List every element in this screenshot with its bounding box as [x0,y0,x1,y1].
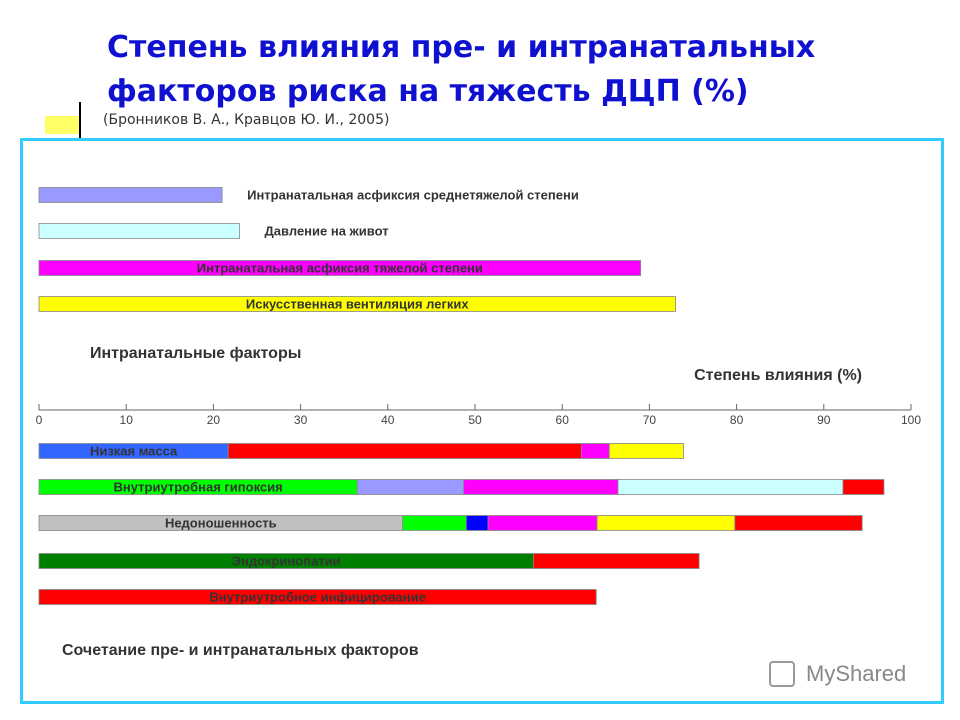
bar-label: Давление на живот [265,223,389,238]
bar-segment [38,296,676,312]
bar-label: Недоношенность [165,515,277,530]
bar-segment [402,515,467,531]
bar-label: Низкая масса [90,443,178,458]
x-tick-label: 10 [120,413,134,427]
bar-label: Эндокринопатии [232,553,341,568]
bar-segment [596,515,736,531]
x-tick-label: 70 [643,413,657,427]
bar-segment [533,553,700,569]
watermark-icon [769,661,795,687]
bar-segment [734,515,863,531]
x-tick-label: 0 [36,413,43,427]
axis-label: Степень влияния (%) [694,367,862,384]
bar-label: Интранатальная асфиксия тяжелой степени [197,260,483,275]
bar-label: Внутриутробная гипоксия [114,479,283,494]
watermark: MyShared [806,661,906,686]
group-label: Сочетание пре- и интранатальных факторов [62,642,419,659]
group-label: Интранатальные факторы [90,345,301,362]
slide-subtitle: (Бронников В. А., Кравцов Ю. И., 2005) [103,112,390,128]
bar-label: Внутриутробное инфицирование [209,589,425,604]
bar-segment [356,479,465,495]
bar-segment [487,515,598,531]
bar-label: Интранатальная асфиксия среднетяжелой ст… [247,187,579,202]
x-tick-label: 50 [468,413,482,427]
bar-segment [465,515,489,531]
bar-segment [617,479,844,495]
slide-title: Степень влияния пре- и интранатальных фа… [107,30,816,109]
bar-segment [608,443,684,459]
decor-block [45,116,80,134]
x-tick-label: 80 [730,413,744,427]
bar-label: Искусственная вентиляция легких [246,296,470,311]
bar-segment [38,187,223,203]
x-tick-label: 40 [381,413,395,427]
x-tick-label: 90 [817,413,831,427]
bar-segment [842,479,885,495]
bar-segment [463,479,619,495]
x-tick-label: 100 [901,413,921,427]
bar-segment [227,443,582,459]
bar-segment [38,260,642,276]
bar-segment [38,589,597,605]
x-tick-label: 60 [556,413,570,427]
bar-segment [38,223,240,239]
x-tick-label: 20 [207,413,221,427]
x-tick-label: 30 [294,413,308,427]
bar-segment [580,443,610,459]
